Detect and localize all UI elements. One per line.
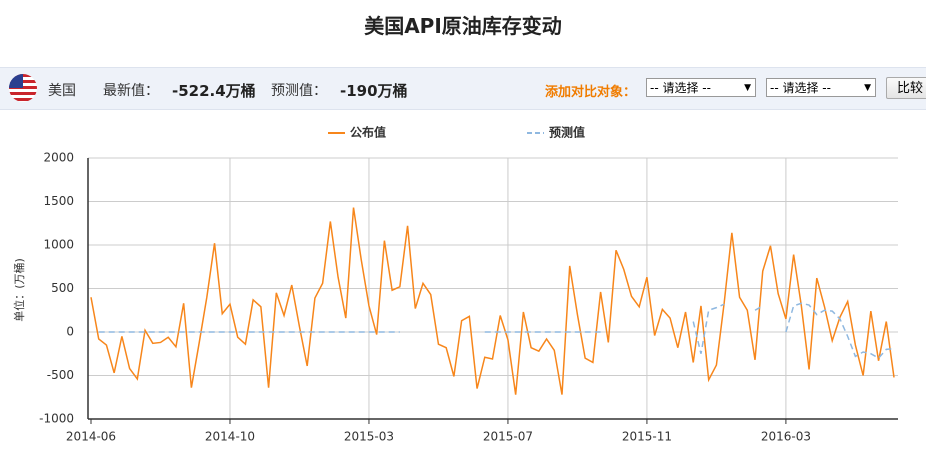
select-text: -- 请选择 -- — [770, 81, 831, 95]
y-tick-label: 1500 — [43, 194, 74, 208]
y-axis-label: 单位：(万桶) — [12, 258, 26, 322]
button-text: 比较 — [897, 81, 924, 96]
latest-value: -522.4万桶 — [172, 82, 256, 100]
y-tick-label: 2000 — [43, 151, 74, 165]
arrow: ▼ — [744, 83, 751, 93]
compare-button[interactable]: 比较 — [886, 77, 926, 99]
compare-label: 添加对比对象： — [545, 85, 637, 100]
country: 美国 — [48, 83, 76, 99]
x-tick-label: 2015-03 — [344, 430, 394, 444]
page-title: 美国API原油库存变动 — [364, 14, 562, 38]
x-tick-label: 2015-11 — [622, 430, 672, 444]
series-line — [98, 302, 895, 360]
legend-label: 预测值 — [549, 125, 585, 140]
x-tick-label: 2016-03 — [761, 430, 811, 444]
forecast-label: 预测值： — [271, 83, 327, 99]
forecast-value: -190万桶 — [340, 82, 408, 100]
y-tick-label: 1000 — [43, 238, 74, 252]
flag — [9, 74, 37, 102]
y-tick-label: -1000 — [39, 412, 74, 426]
arrow: ▼ — [864, 83, 871, 93]
info-bar: 美国 最新值： -522.4万桶 预测值： -190万桶 添加对比对象： -- … — [0, 67, 926, 110]
x-tick-label: 2014-10 — [205, 430, 255, 444]
select[interactable]: -- 请选择 -- ▼ — [646, 78, 756, 97]
legend-label: 公布值 — [350, 125, 386, 140]
y-tick-label: 500 — [51, 281, 74, 295]
x-tick-label: 2015-07 — [483, 430, 533, 444]
series-line — [90, 207, 895, 395]
y-tick-label: 0 — [66, 325, 74, 339]
select[interactable]: -- 请选择 -- ▼ — [766, 78, 876, 97]
y-tick-label: -500 — [47, 368, 74, 382]
select-text: -- 请选择 -- — [650, 81, 711, 95]
latest-label: 最新值： — [103, 83, 159, 99]
x-tick-label: 2014-06 — [66, 430, 116, 444]
